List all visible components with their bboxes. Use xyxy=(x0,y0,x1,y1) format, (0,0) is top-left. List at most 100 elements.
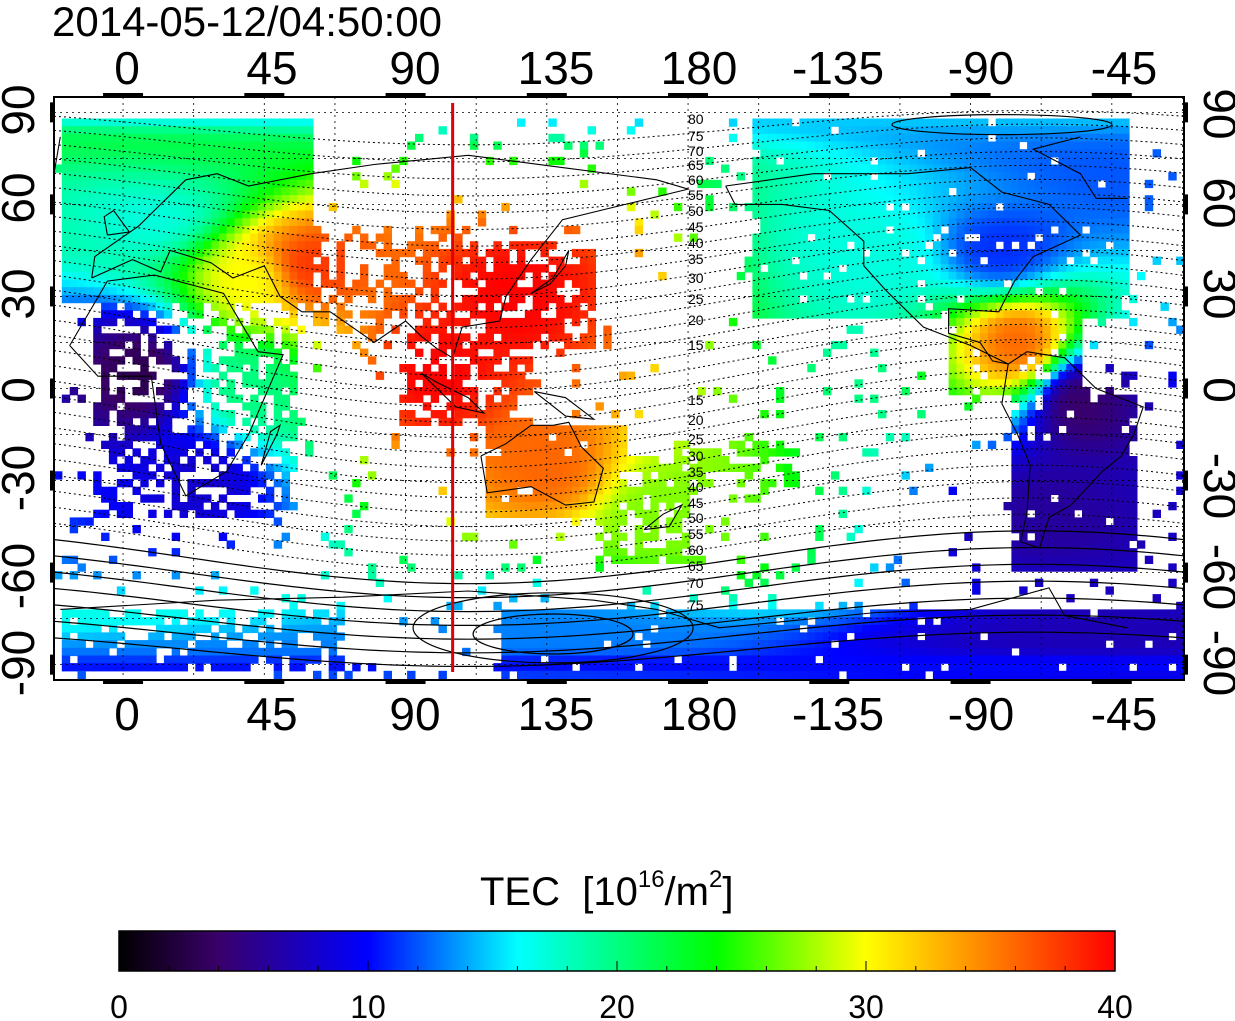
tec-cell xyxy=(289,279,298,288)
tec-cell xyxy=(744,264,753,273)
tec-cell xyxy=(258,172,267,181)
tec-cell xyxy=(132,210,141,219)
tec-cell xyxy=(1058,479,1067,488)
tec-cell xyxy=(948,133,957,143)
tec-cell xyxy=(69,555,79,564)
tec-cell xyxy=(893,156,903,166)
tec-cell xyxy=(1066,486,1075,495)
tec-cell xyxy=(524,632,534,641)
tec-cell xyxy=(925,655,934,664)
tec-cell xyxy=(297,233,306,242)
tec-cell xyxy=(532,325,542,334)
tec-cell xyxy=(713,624,722,634)
tec-cell xyxy=(1097,525,1107,534)
tec-cell xyxy=(509,402,518,411)
tec-cell xyxy=(783,264,793,273)
tec-cell xyxy=(163,195,173,204)
tec-cell xyxy=(830,310,840,319)
tec-cell xyxy=(383,225,392,235)
tec-cell xyxy=(305,256,314,265)
tec-cell xyxy=(242,179,251,189)
tec-cell xyxy=(281,394,290,403)
tec-cell xyxy=(265,463,275,472)
tec-cell xyxy=(1105,548,1114,557)
tec-cell xyxy=(823,655,832,664)
tec-cell xyxy=(807,187,816,196)
tec-cell xyxy=(830,172,840,181)
tec-cell xyxy=(195,494,204,503)
map-panel: 80 75 70 65 60 55 50 45 40 35 30 25 20 1… xyxy=(50,93,1188,684)
tec-cell xyxy=(156,279,165,288)
tec-cell xyxy=(1089,448,1099,457)
tec-cell xyxy=(972,663,981,672)
tec-cell xyxy=(564,479,573,488)
magnetic-contour xyxy=(54,221,1184,280)
tec-cell xyxy=(101,317,110,327)
tec-cell xyxy=(407,371,416,380)
tec-cell xyxy=(1074,172,1083,181)
tec-cell xyxy=(1097,202,1107,212)
tec-cell xyxy=(1074,340,1083,350)
tec-cell xyxy=(854,670,863,680)
tec-cell xyxy=(1074,317,1083,327)
tec-cell xyxy=(1074,202,1083,212)
tec-cell xyxy=(980,302,989,311)
tec-cell xyxy=(1105,302,1114,311)
tec-cell xyxy=(218,164,228,173)
tec-cell xyxy=(446,333,455,342)
tec-cell xyxy=(171,179,181,189)
tec-cell xyxy=(1058,195,1067,204)
tec-cell xyxy=(681,617,691,626)
tec-cell xyxy=(650,456,659,465)
tec-cell xyxy=(783,126,793,135)
tec-cell xyxy=(901,210,910,219)
tec-cell xyxy=(713,456,722,465)
tec-cell xyxy=(1082,149,1091,158)
tec-cell xyxy=(1121,517,1130,526)
tec-cell xyxy=(579,433,589,442)
tec-cell xyxy=(242,624,251,634)
tec-cell xyxy=(878,640,887,649)
tec-cell xyxy=(258,218,267,227)
tec-cell xyxy=(548,294,557,304)
tec-cell xyxy=(383,670,392,680)
tec-cell xyxy=(964,609,973,618)
tec-cell xyxy=(258,379,267,388)
tec-cell xyxy=(116,210,126,219)
tec-cell xyxy=(462,364,471,373)
tec-cell xyxy=(517,563,526,572)
tec-cell xyxy=(1113,141,1122,150)
tec-cell xyxy=(289,387,298,396)
tec-cell xyxy=(93,248,102,258)
tec-cell xyxy=(611,486,620,495)
tec-cell xyxy=(1105,141,1114,150)
tec-cell xyxy=(689,463,698,472)
tec-cell xyxy=(116,141,126,150)
tec-cell xyxy=(265,118,275,127)
tec-cell xyxy=(878,179,887,189)
tec-cell xyxy=(1097,310,1107,319)
tec-cell xyxy=(77,609,86,618)
tec-cell xyxy=(524,387,534,396)
tec-cell xyxy=(909,287,918,296)
tec-cell xyxy=(179,279,188,288)
tec-cell xyxy=(917,233,926,242)
tec-cell xyxy=(1105,310,1114,319)
tec-cell xyxy=(548,440,557,449)
tec-cell xyxy=(313,310,322,319)
tec-cell xyxy=(328,540,338,549)
tec-cell xyxy=(148,632,157,641)
tec-cell xyxy=(815,149,824,158)
tec-cell xyxy=(509,279,518,288)
tec-cell xyxy=(548,156,557,166)
tec-cell xyxy=(108,356,118,365)
tec-cell xyxy=(791,655,800,664)
tec-cell xyxy=(242,356,251,365)
tec-cell xyxy=(1089,463,1099,472)
tec-cell xyxy=(61,617,71,626)
tec-cell xyxy=(101,609,110,618)
tec-cell xyxy=(524,502,534,511)
tec-cell xyxy=(265,486,275,495)
tec-cell xyxy=(1168,172,1177,181)
tec-cell xyxy=(956,670,965,680)
